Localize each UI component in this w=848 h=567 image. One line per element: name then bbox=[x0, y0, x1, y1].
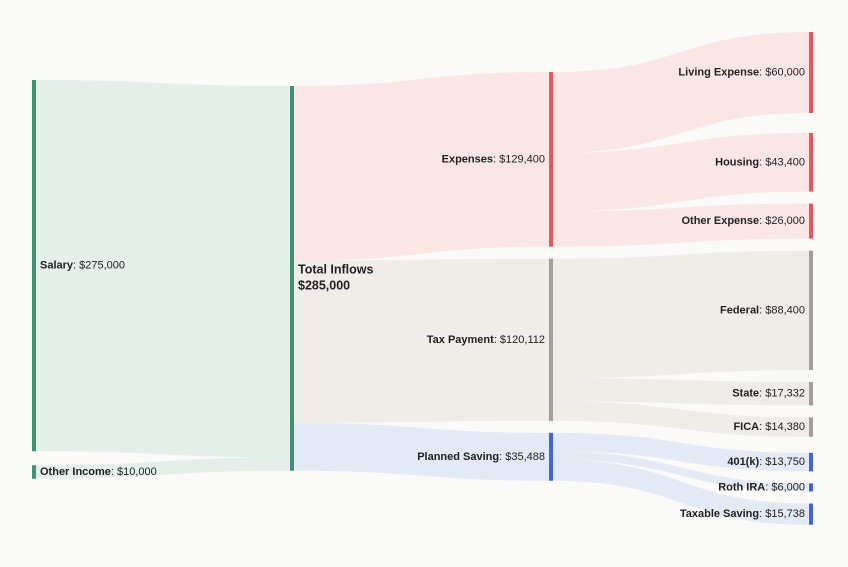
label-federal: Federal: $88,400 bbox=[720, 304, 805, 316]
label-salary-name: Salary bbox=[40, 260, 74, 272]
label-roth: Roth IRA: $6,000 bbox=[718, 481, 805, 493]
node-fica bbox=[809, 417, 813, 437]
link-expenses-to-other_expense bbox=[553, 203, 809, 247]
label-taxable: Taxable Saving: $15,738 bbox=[680, 508, 805, 520]
node-salary bbox=[32, 80, 36, 452]
node-total bbox=[290, 86, 294, 471]
link-saving-to-k401 bbox=[553, 432, 809, 472]
label-saving-value: : $35,488 bbox=[499, 451, 545, 463]
label-housing-value: : $43,400 bbox=[759, 156, 805, 168]
label-tax-name: Tax Payment bbox=[427, 334, 494, 346]
label-tax: Tax Payment: $120,112 bbox=[427, 334, 545, 346]
link-salary-to-total bbox=[36, 80, 290, 458]
label-living: Living Expense: $60,000 bbox=[678, 66, 805, 78]
node-other_expense bbox=[809, 203, 813, 239]
link-total-to-saving bbox=[294, 422, 549, 481]
label-expenses-name: Expenses bbox=[442, 153, 493, 165]
label-taxable-name: Taxable Saving bbox=[680, 508, 759, 520]
label-tax-value: : $120,112 bbox=[494, 334, 545, 346]
label-roth-name: Roth IRA bbox=[718, 481, 765, 493]
label-fica-value: : $14,380 bbox=[759, 421, 805, 433]
label-salary-value: : $275,000 bbox=[73, 260, 125, 272]
label-federal-value: : $88,400 bbox=[759, 304, 805, 316]
label-other_expense-name: Other Expense bbox=[681, 215, 759, 227]
node-housing bbox=[809, 133, 813, 192]
node-expenses bbox=[549, 72, 553, 247]
node-federal bbox=[809, 250, 813, 371]
label-k401: 401(k): $13,750 bbox=[727, 456, 805, 468]
label-other_expense-value: : $26,000 bbox=[759, 215, 805, 227]
node-roth bbox=[809, 483, 813, 492]
link-total-to-expenses bbox=[294, 72, 549, 261]
label-other_income-value: : $10,000 bbox=[111, 466, 157, 478]
label-fica-name: FICA bbox=[733, 421, 759, 433]
label-living-value: : $60,000 bbox=[759, 66, 805, 78]
label-fica: FICA: $14,380 bbox=[733, 421, 805, 433]
node-other_income bbox=[32, 465, 36, 479]
label-expenses: Expenses: $129,400 bbox=[442, 153, 545, 165]
label-other_expense: Other Expense: $26,000 bbox=[681, 215, 805, 227]
link-saving-to-taxable bbox=[553, 459, 809, 525]
node-taxable bbox=[809, 503, 813, 525]
label-expenses-value: : $129,400 bbox=[493, 153, 545, 165]
sankey-labels: Salary: $275,000 Other Income: $10,000 Tot… bbox=[40, 66, 805, 520]
label-total-name: Total Inflows bbox=[298, 263, 374, 277]
label-living-name: Living Expense bbox=[678, 66, 759, 78]
node-state bbox=[809, 382, 813, 406]
label-federal-name: Federal bbox=[720, 304, 759, 316]
sankey-links bbox=[36, 32, 809, 525]
label-state: State: $17,332 bbox=[732, 388, 805, 400]
link-tax-to-federal bbox=[553, 250, 809, 379]
link-saving-to-roth bbox=[553, 451, 809, 492]
label-total-value: $285,000 bbox=[298, 279, 350, 293]
sankey-nodes bbox=[32, 32, 813, 525]
label-saving: Planned Saving: $35,488 bbox=[417, 451, 545, 463]
link-tax-to-fica bbox=[553, 401, 809, 437]
label-state-value: : $17,332 bbox=[759, 388, 805, 400]
link-expenses-to-housing bbox=[553, 133, 809, 212]
label-taxable-value: : $15,738 bbox=[759, 508, 805, 520]
node-k401 bbox=[809, 452, 813, 472]
label-housing: Housing: $43,400 bbox=[715, 156, 805, 168]
label-k401-name: 401(k) bbox=[727, 456, 759, 468]
node-tax bbox=[549, 258, 553, 421]
link-total-to-tax bbox=[294, 258, 549, 423]
label-other_income-name: Other Income bbox=[40, 466, 111, 478]
node-saving bbox=[549, 432, 553, 481]
label-k401-value: : $13,750 bbox=[759, 456, 805, 468]
link-other_income-to-total bbox=[36, 457, 290, 479]
label-housing-name: Housing bbox=[715, 156, 759, 168]
label-other_income: Other Income: $10,000 bbox=[40, 466, 157, 478]
node-living bbox=[809, 32, 813, 113]
link-expenses-to-living bbox=[553, 32, 809, 153]
label-saving-name: Planned Saving bbox=[417, 451, 499, 463]
label-state-name: State bbox=[732, 388, 759, 400]
label-roth-value: : $6,000 bbox=[765, 481, 805, 493]
label-salary: Salary: $275,000 bbox=[40, 260, 125, 272]
link-tax-to-state bbox=[553, 378, 809, 406]
